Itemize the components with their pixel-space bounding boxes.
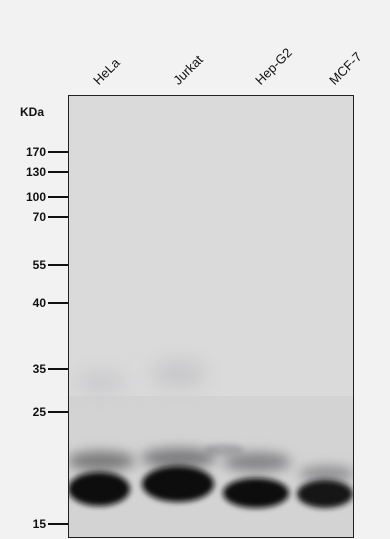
- marker-40: 40: [0, 296, 68, 310]
- marker-label: 40: [32, 296, 46, 310]
- upper-band-smear: [69, 451, 135, 471]
- marker-label: 15: [32, 517, 46, 531]
- marker-tick: [48, 411, 68, 413]
- marker-label: 170: [25, 145, 46, 159]
- marker-tick: [48, 523, 68, 525]
- upper-band-smear: [141, 448, 217, 468]
- marker-130: 130: [0, 165, 68, 179]
- marker-label: 130: [25, 165, 46, 179]
- blot-membrane: [68, 95, 354, 538]
- lane-label-hela: HeLa: [90, 55, 123, 88]
- marker-label: 70: [32, 210, 46, 224]
- marker-label: 35: [32, 362, 46, 376]
- upper-band-smear: [223, 452, 291, 472]
- band-jurkat: [142, 466, 214, 502]
- lane-label-hep-g2: Hep-G2: [252, 44, 295, 88]
- band-hela: [69, 472, 130, 506]
- band-hep-g2: [223, 478, 289, 508]
- marker-label: 100: [25, 190, 46, 204]
- marker-tick: [48, 368, 68, 370]
- marker-170: 170: [0, 145, 68, 159]
- marker-35: 35: [0, 362, 68, 376]
- marker-25: 25: [0, 405, 68, 419]
- marker-tick: [48, 151, 68, 153]
- lane-label-jurkat: Jurkat: [170, 52, 206, 88]
- marker-tick: [48, 196, 68, 198]
- faint-band: [204, 444, 244, 456]
- marker-tick: [48, 171, 68, 173]
- band-mcf-7: [297, 480, 353, 508]
- faint-band: [75, 372, 127, 392]
- axis-unit-label: KDa: [20, 105, 45, 119]
- marker-100: 100: [0, 190, 68, 204]
- marker-55: 55: [0, 258, 68, 272]
- marker-tick: [48, 302, 68, 304]
- marker-label: 55: [32, 258, 46, 272]
- faint-band: [151, 361, 207, 387]
- marker-70: 70: [0, 210, 68, 224]
- blot-image: [69, 96, 353, 537]
- marker-label: 25: [32, 405, 46, 419]
- marker-tick: [48, 216, 68, 218]
- lane-label-mcf-7: MCF-7: [326, 49, 365, 88]
- upper-band-smear: [299, 466, 353, 482]
- marker-tick: [48, 264, 68, 266]
- marker-15: 15: [0, 517, 68, 531]
